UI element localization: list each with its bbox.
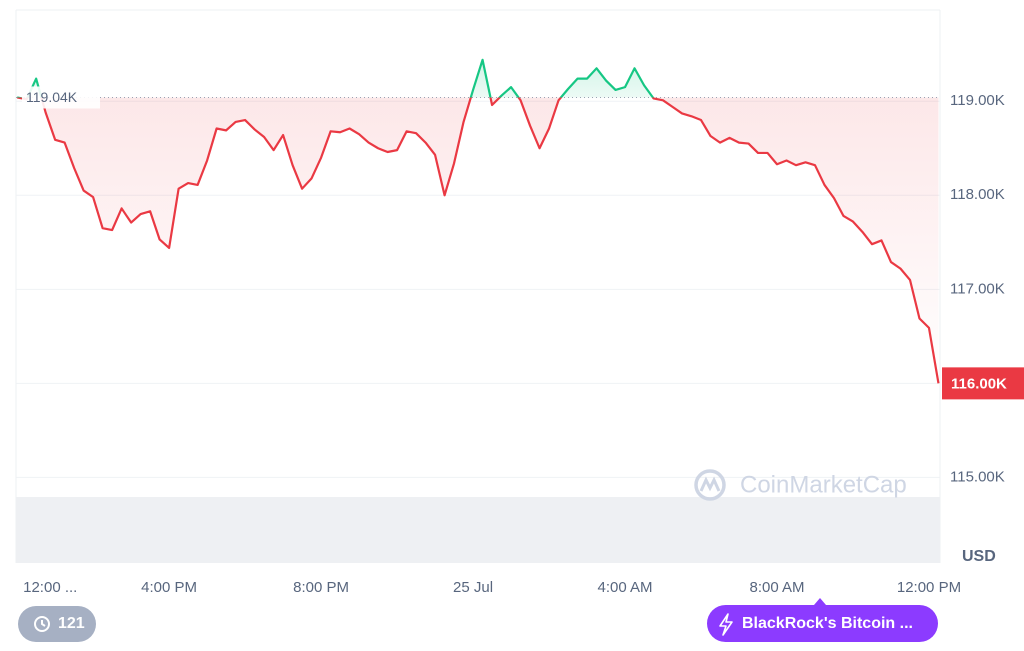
x-tick-label: 12:00 PM [897, 579, 961, 596]
current-price-label: 116.00K [951, 375, 1007, 392]
x-tick-label: 8:00 AM [749, 579, 804, 596]
y-tick-label: 115.00K [950, 468, 1005, 485]
baseline-label-bg [22, 86, 100, 109]
x-tick-label: 8:00 PM [293, 579, 349, 596]
watermark-text: CoinMarketCap [740, 471, 907, 498]
y-tick-label: 118.00K [950, 186, 1005, 203]
watermark-logo [699, 476, 721, 492]
marks [16, 58, 940, 384]
current-price-tag [942, 367, 1024, 400]
news-button[interactable]: BlackRock's Bitcoin ... [707, 598, 938, 642]
news-pill[interactable] [707, 605, 938, 642]
x-tick-label: 12:00 ... [23, 579, 77, 596]
watermark: CoinMarketCap [694, 469, 907, 501]
news-pointer [814, 598, 826, 605]
y-unit: USD [962, 548, 996, 565]
history-pill[interactable] [18, 606, 96, 642]
price-area [17, 59, 939, 384]
x-tick-label: 4:00 PM [141, 579, 197, 596]
news-icon [719, 613, 733, 636]
y-tick-label: 117.00K [950, 280, 1005, 297]
x-tick-label: 25 Jul [453, 579, 493, 596]
volume-background [16, 497, 940, 563]
watermark-logo [694, 469, 726, 501]
history-icon [34, 616, 50, 632]
labels: 115.00K 116.00K 117.00K 118.00K 119.00K 12:00… [22, 86, 1024, 596]
history-button[interactable]: 121 [18, 606, 96, 642]
y-tick-label: 119.00K [950, 92, 1005, 109]
history-count: 121 [58, 615, 85, 632]
price-line [16, 58, 940, 384]
baseline-label: 119.04K [26, 89, 78, 105]
news-text: BlackRock's Bitcoin ... [742, 615, 913, 632]
history-icon [41, 620, 46, 627]
x-tick-label: 4:00 AM [598, 579, 653, 596]
